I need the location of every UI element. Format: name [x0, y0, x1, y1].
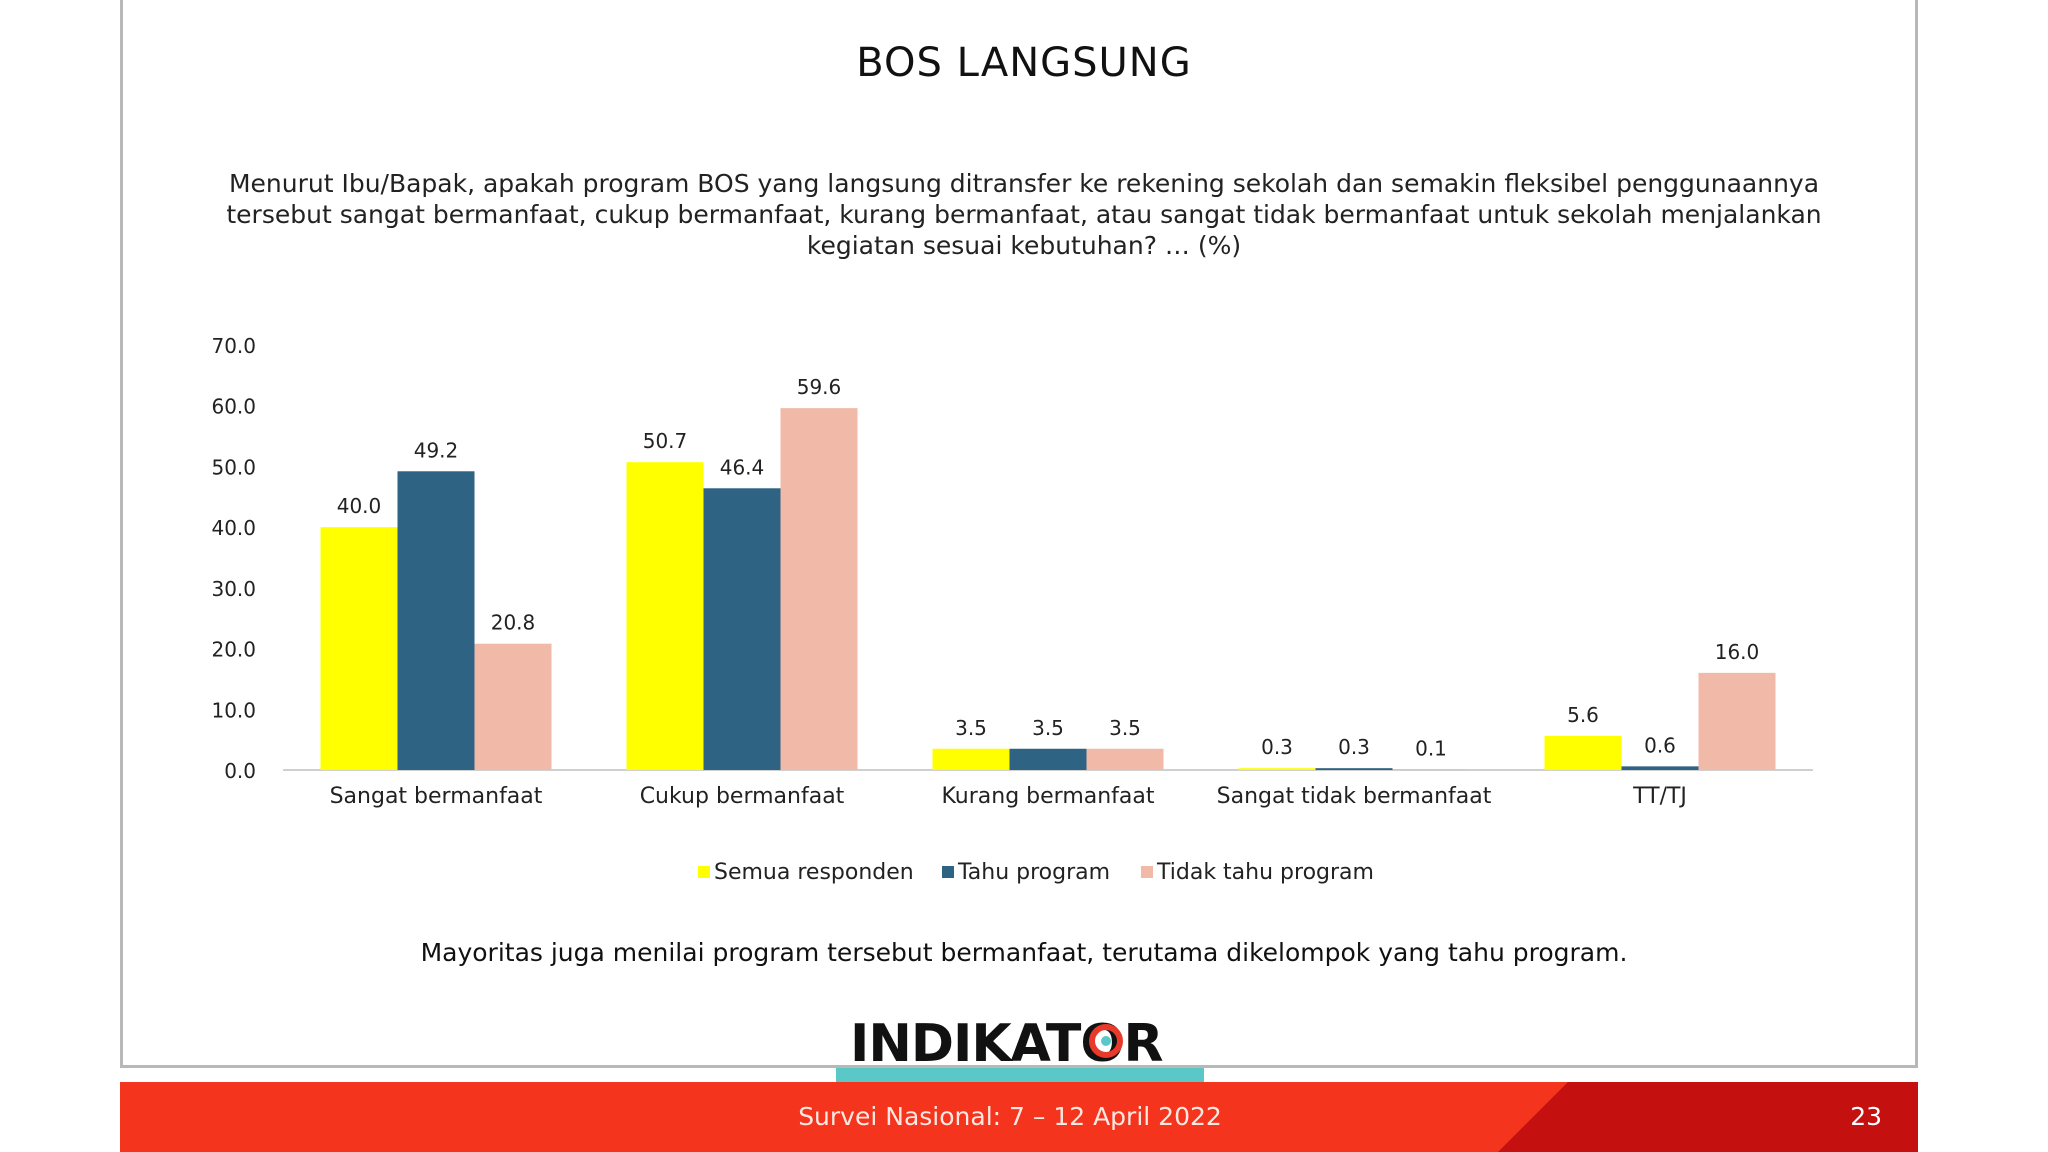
bar-2-3 — [1392, 769, 1470, 770]
data-label: 5.6 — [1567, 703, 1599, 727]
footer-survey-text: Survei Nasional: 7 – 12 April 2022 — [798, 1102, 1222, 1131]
bar-2-0 — [474, 643, 552, 770]
legend-swatch — [698, 866, 710, 878]
bar-0-1 — [626, 462, 704, 770]
page-number: 23 — [1850, 1102, 1882, 1131]
y-tick-label: 60.0 — [211, 395, 256, 419]
slide-title: BOS LANGSUNG — [856, 40, 1192, 86]
category-label: TT/TJ — [1632, 784, 1687, 809]
category-label: Sangat tidak bermanfaat — [1217, 784, 1492, 809]
footer-bar: Survei Nasional: 7 – 12 April 2022 23 — [120, 1082, 1918, 1152]
bar-0-3 — [1238, 768, 1316, 770]
data-label: 20.8 — [491, 611, 536, 635]
y-tick-label: 40.0 — [211, 516, 256, 540]
bar-1-0 — [397, 471, 475, 770]
data-label: 46.4 — [720, 455, 765, 479]
logo-ring-icon — [1089, 1024, 1123, 1058]
legend-swatch — [1141, 866, 1153, 878]
survey-question: Menurut Ibu/Bapak, apakah program BOS ya… — [226, 169, 1822, 260]
logo-dot-icon — [1101, 1036, 1111, 1046]
category-label: Cukup bermanfaat — [640, 784, 845, 809]
bar-1-2 — [1009, 748, 1087, 770]
data-label: 0.1 — [1415, 736, 1447, 760]
bar-0-2 — [932, 748, 1010, 770]
bar-1-3 — [1315, 768, 1393, 770]
data-label: 59.6 — [797, 375, 842, 399]
category-label: Kurang bermanfaat — [941, 784, 1154, 809]
y-tick-label: 10.0 — [211, 698, 256, 722]
logo-text: INDIKATOR — [850, 1014, 1163, 1074]
legend-label: Semua responden — [714, 860, 914, 885]
legend-label: Tidak tahu program — [1156, 860, 1374, 885]
y-tick-label: 50.0 — [211, 455, 256, 479]
bar-0-0 — [320, 527, 398, 770]
y-tick-label: 20.0 — [211, 638, 256, 662]
conclusion-text: Mayoritas juga menilai program tersebut … — [420, 938, 1628, 967]
bar-2-1 — [780, 408, 858, 770]
data-label: 3.5 — [955, 716, 987, 740]
y-tick-label: 0.0 — [224, 759, 256, 783]
bar-2-4 — [1698, 672, 1776, 770]
data-label: 3.5 — [1032, 716, 1064, 740]
bar-1-1 — [703, 488, 781, 770]
footer-dark-segment — [1498, 1082, 1918, 1152]
data-label: 0.3 — [1338, 735, 1370, 759]
data-label: 49.2 — [414, 438, 459, 462]
data-label: 50.7 — [643, 429, 688, 453]
data-label: 40.0 — [337, 494, 382, 518]
category-label: Sangat bermanfaat — [330, 784, 543, 809]
legend-label: Tahu program — [957, 860, 1110, 885]
bar-chart: 0.0 10.0 20.0 30.0 40.0 50.0 60.0 70.0 40.0 49.2 2… — [211, 334, 1813, 885]
bar-2-2 — [1086, 748, 1164, 770]
data-label: 0.6 — [1644, 733, 1676, 757]
data-label: 3.5 — [1109, 716, 1141, 740]
data-label: 0.3 — [1261, 735, 1293, 759]
bar-1-4 — [1621, 766, 1699, 770]
bar-0-4 — [1544, 736, 1622, 770]
legend-swatch — [942, 866, 954, 878]
y-tick-label: 70.0 — [211, 334, 256, 358]
data-label: 16.0 — [1715, 640, 1760, 664]
y-tick-label: 30.0 — [211, 577, 256, 601]
